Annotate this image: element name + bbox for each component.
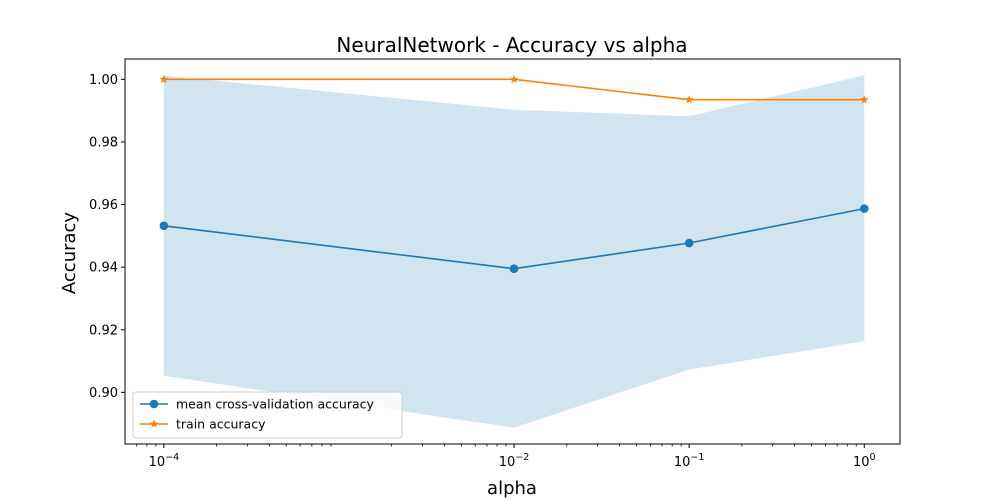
- series-line-1: [163, 78, 865, 101]
- series-1-point: [509, 74, 519, 84]
- legend-swatch-marker: [149, 419, 159, 428]
- series-1-point: [159, 74, 169, 84]
- y-tick-label: 0.96: [89, 198, 118, 213]
- legend-label: mean cross-validation accuracy: [176, 397, 375, 412]
- y-tick-label: 1.00: [89, 73, 118, 88]
- x-tick-label: 10−2: [499, 452, 530, 470]
- series-0-point: [684, 238, 694, 248]
- x-axis-label: alpha: [487, 478, 537, 499]
- y-tick-label: 0.90: [89, 386, 118, 401]
- chart-title: NeuralNetwork - Accuracy vs alpha: [336, 33, 687, 57]
- series-0-point: [159, 221, 169, 231]
- legend-swatch-marker: [149, 399, 159, 409]
- series-1-point: [684, 95, 694, 104]
- std-band: [163, 75, 865, 428]
- legend-label: train accuracy: [176, 417, 266, 432]
- series-1-point: [859, 95, 869, 104]
- series-line-0: [163, 207, 865, 270]
- series-0-point: [509, 264, 519, 274]
- x-tick-label: 100: [853, 452, 876, 470]
- y-tick-label: 0.94: [89, 261, 118, 276]
- plot-area: 0.90 0.92 0.94 0.96 0.98 1.00 10−4 10−2 10−1 100: [89, 58, 901, 470]
- series-0-point: [859, 204, 869, 213]
- y-axis-label: Accuracy: [59, 212, 80, 295]
- y-tick-label: 0.92: [89, 323, 118, 338]
- y-tick-label: 0.98: [89, 135, 118, 150]
- x-tick-label: 10−4: [149, 452, 180, 470]
- legend-box: [132, 391, 403, 439]
- axes-frame: [124, 58, 901, 445]
- x-tick-label: 10−1: [674, 452, 705, 470]
- legend: mean cross-validation accuracy train accu…: [132, 391, 403, 439]
